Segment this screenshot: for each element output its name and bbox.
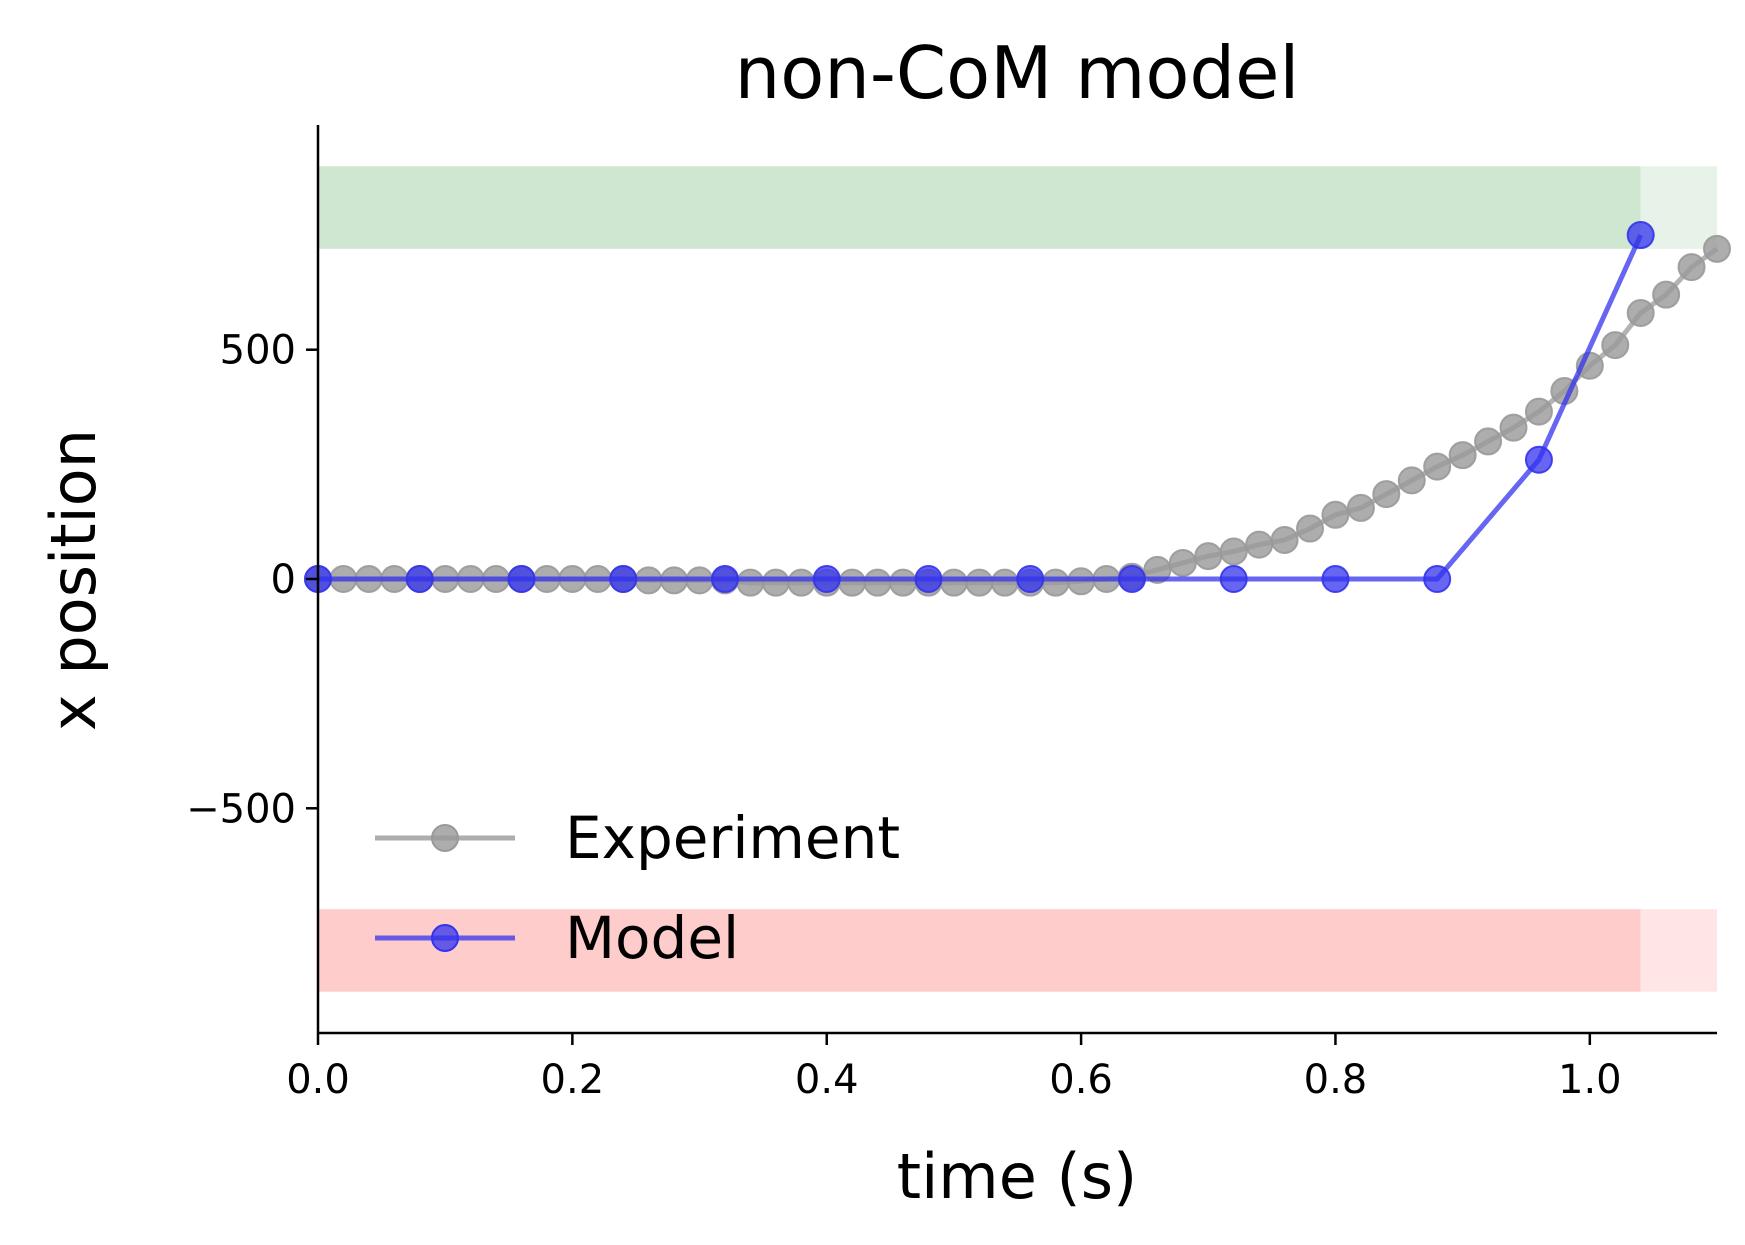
- series-line-model: [318, 234, 1643, 582]
- x-tick-label: 0.4: [795, 1057, 859, 1103]
- y-tick-label: 500: [220, 328, 296, 374]
- point-experiment: [1499, 413, 1528, 442]
- point-experiment: [1321, 500, 1350, 529]
- point-model: [1321, 565, 1350, 593]
- band-1-faded: [1640, 909, 1717, 992]
- legend-marker-experiment: [431, 824, 459, 852]
- band-0: [318, 166, 1641, 249]
- point-experiment: [1219, 537, 1248, 566]
- x-ticks: 0.0 0.2 0.4 0.6 0.8 1.0: [286, 1033, 1622, 1103]
- point-experiment: [1397, 466, 1426, 495]
- point-model: [1016, 565, 1045, 593]
- legend-marker-model: [431, 924, 459, 952]
- y-tick-label: 0: [271, 557, 296, 603]
- y-axis-label: x position: [37, 429, 110, 731]
- point-experiment: [1524, 397, 1553, 426]
- point-model: [405, 565, 434, 593]
- point-experiment: [1143, 555, 1172, 584]
- point-model: [1626, 221, 1655, 250]
- point-experiment: [1245, 530, 1274, 559]
- point-model: [1117, 565, 1146, 593]
- point-experiment: [1448, 441, 1477, 470]
- point-model: [609, 565, 638, 593]
- point-experiment: [787, 568, 816, 597]
- x-tick-label: 1.0: [1558, 1057, 1622, 1103]
- point-experiment: [1168, 548, 1197, 577]
- band-1: [318, 909, 1641, 992]
- target-bands: [318, 166, 1717, 992]
- point-experiment: [889, 568, 918, 597]
- point-experiment: [965, 568, 994, 597]
- y-ticks: −500 0 500: [186, 328, 318, 832]
- point-experiment: [1601, 331, 1630, 360]
- point-experiment: [1270, 526, 1299, 555]
- chart-title: non-CoM model: [735, 31, 1300, 115]
- point-model: [1423, 565, 1452, 593]
- point-experiment: [1677, 253, 1706, 282]
- x-tick-label: 0.2: [541, 1057, 605, 1103]
- point-experiment: [1703, 234, 1731, 263]
- point-experiment: [1423, 452, 1452, 481]
- point-experiment: [1474, 427, 1503, 456]
- legend: Experiment Model: [375, 804, 900, 972]
- point-experiment: [1652, 280, 1681, 309]
- point-experiment: [1626, 299, 1655, 328]
- point-model: [507, 565, 536, 593]
- x-tick-label: 0.6: [1049, 1057, 1113, 1103]
- legend-label-experiment: Experiment: [565, 804, 900, 872]
- point-model: [914, 565, 943, 593]
- point-model: [812, 565, 841, 593]
- series-experiment: [304, 234, 1731, 597]
- series-model: [304, 221, 1655, 593]
- point-experiment: [939, 568, 968, 597]
- point-experiment: [1041, 568, 1070, 597]
- point-experiment: [990, 568, 1019, 597]
- point-model: [1524, 445, 1553, 474]
- point-experiment: [736, 568, 765, 597]
- point-experiment: [1372, 480, 1401, 509]
- y-tick-label: −500: [186, 786, 296, 832]
- point-experiment: [1346, 493, 1375, 522]
- point-experiment: [1296, 514, 1325, 543]
- point-experiment: [761, 568, 790, 597]
- series-layer: [304, 221, 1731, 597]
- x-tick-label: 0.8: [1304, 1057, 1368, 1103]
- legend-label-model: Model: [565, 904, 739, 972]
- x-tick-label: 0.0: [286, 1057, 350, 1103]
- point-model: [710, 565, 739, 593]
- point-model: [1219, 565, 1248, 593]
- x-axis-label: time (s): [897, 1140, 1137, 1213]
- point-experiment: [863, 568, 892, 597]
- point-experiment: [1194, 542, 1223, 571]
- point-experiment: [838, 568, 867, 597]
